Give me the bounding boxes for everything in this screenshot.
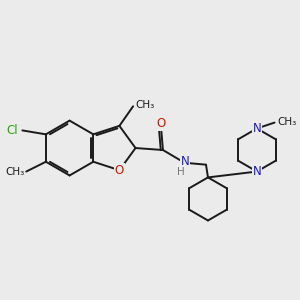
Text: N: N (253, 165, 261, 178)
Text: H: H (177, 167, 184, 176)
Text: Cl: Cl (7, 124, 18, 137)
Text: N: N (253, 122, 261, 135)
Text: CH₃: CH₃ (135, 100, 154, 110)
Text: N: N (181, 155, 190, 168)
Text: CH₃: CH₃ (278, 117, 297, 127)
Text: O: O (115, 164, 124, 177)
Text: O: O (156, 117, 166, 130)
Text: CH₃: CH₃ (5, 167, 24, 176)
